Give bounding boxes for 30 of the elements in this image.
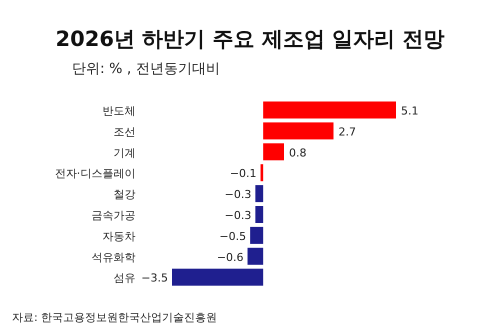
y-tick-label: 자동차 (102, 230, 136, 243)
data-label: −3.5 (141, 272, 168, 285)
bar (255, 206, 264, 223)
bar (260, 164, 264, 182)
data-label: −0.6 (216, 250, 244, 264)
y-tick-label: 금속가공 (91, 209, 136, 222)
data-label: −0.5 (219, 230, 246, 243)
chart-title: 2026년 하반기 주요 제조업 일자리 전망 (55, 27, 445, 51)
bar (263, 143, 284, 160)
data-label: 0.8 (289, 146, 306, 160)
bar (248, 248, 264, 265)
y-tick-label: 기계 (113, 146, 136, 160)
chart-subtitle: 단위: % , 전년동기대비 (72, 61, 220, 77)
data-label: 5.1 (401, 104, 418, 118)
y-tick-label: 석유화학 (91, 250, 136, 264)
bar (255, 185, 264, 202)
y-tick-label: 조선 (113, 125, 136, 138)
y-tick-label: 철강 (113, 188, 136, 202)
bar (172, 268, 264, 286)
data-label: 2.7 (338, 125, 356, 138)
data-label: −0.3 (224, 209, 252, 222)
bar (250, 226, 264, 244)
text: 자료: 한국고용정보원한국산업기술진흥원 (12, 311, 218, 324)
data-label: −0.1 (230, 167, 257, 180)
bar (263, 122, 334, 140)
y-tick-label: 반도체 (102, 104, 136, 118)
y-tick-label: 전자·디스플레이 (54, 167, 136, 180)
data-label: −0.3 (224, 188, 252, 202)
bar (263, 102, 396, 118)
y-tick-label: 섬유 (113, 272, 136, 285)
